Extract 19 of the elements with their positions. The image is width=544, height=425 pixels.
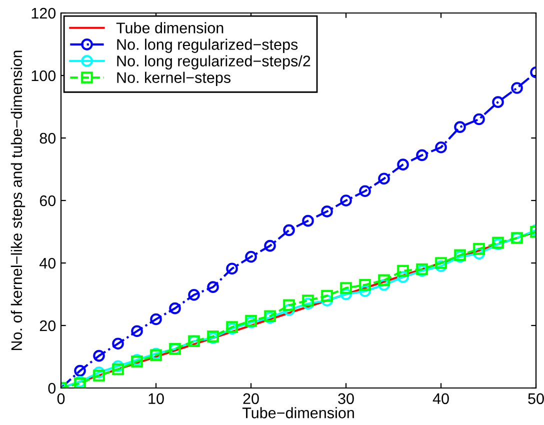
y-tick-label: 80 bbox=[40, 132, 56, 144]
x-tick-label: 10 bbox=[148, 393, 164, 404]
y-tick-label: 0 bbox=[48, 382, 56, 394]
x-tick-label: 40 bbox=[432, 393, 449, 404]
legend-label: No. kernel−steps bbox=[117, 72, 231, 86]
y-axis-title: No. of kernel−like steps and tube−dimension bbox=[10, 50, 26, 350]
y-tick-label: 100 bbox=[32, 70, 56, 82]
y-tick-label: 60 bbox=[40, 195, 56, 206]
legend-label: No. long regularized−steps bbox=[117, 38, 298, 53]
y-tick-label: 20 bbox=[40, 320, 56, 332]
legend-label: Tube dimension bbox=[116, 22, 224, 34]
legend-label: No. long regularized−steps/2 bbox=[117, 55, 310, 70]
x-tick-label: 50 bbox=[528, 393, 544, 404]
x-tick-label: 30 bbox=[338, 393, 354, 404]
x-axis-title: Tube−dimension bbox=[242, 407, 354, 418]
x-tick-label: 0 bbox=[57, 393, 65, 404]
x-tick-label: 20 bbox=[243, 393, 259, 404]
y-tick-label: 120 bbox=[32, 8, 56, 19]
y-tick-label: 40 bbox=[40, 258, 56, 269]
